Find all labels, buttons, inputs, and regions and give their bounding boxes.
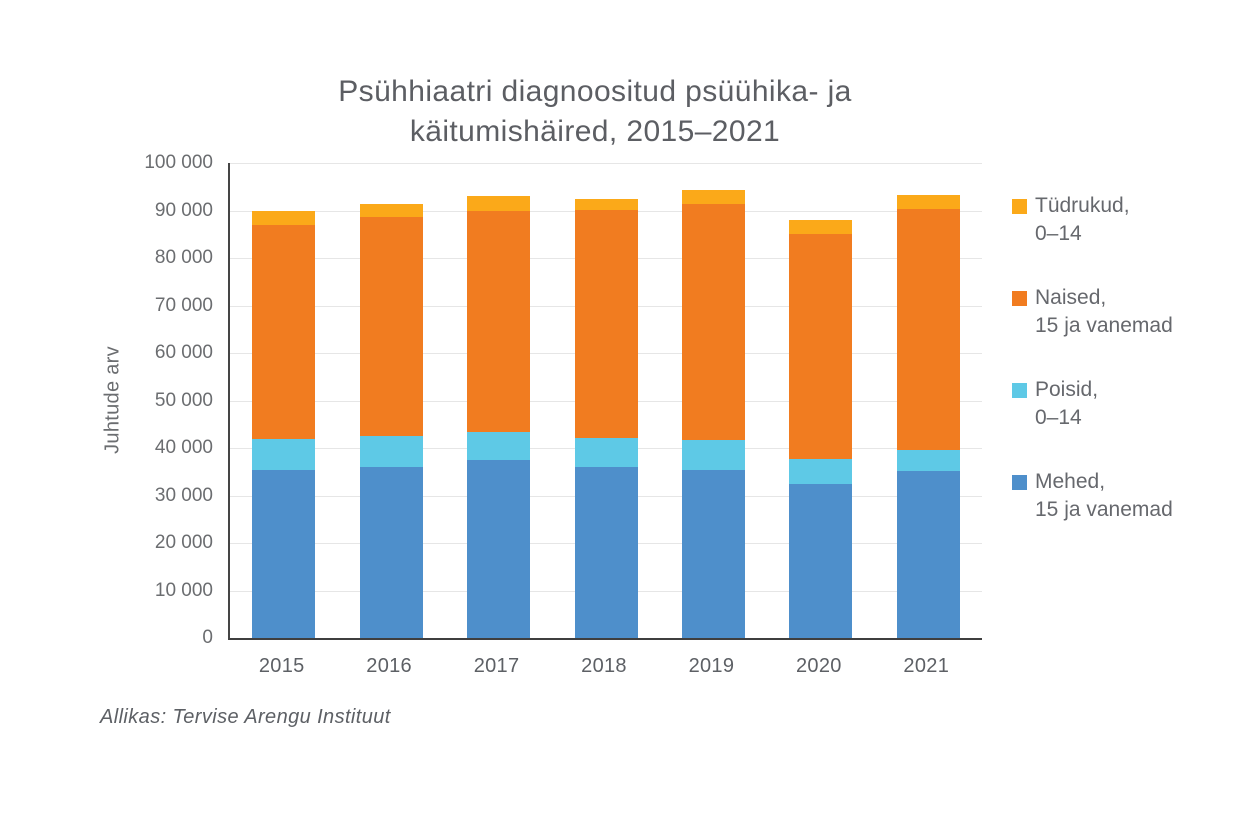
legend-label: Mehed, 15 ja vanemad [1035,470,1173,521]
bar-segment [789,484,853,638]
bar-segment [359,466,423,638]
bar-segment [467,195,531,211]
legend-swatch [1012,383,1027,398]
legend-swatch [1012,199,1027,214]
chart-title: Psühhiaatri diagnoositud psüühika- ja käi… [0,72,1190,152]
bar-segment [896,449,960,471]
bar-segment [681,469,745,638]
chart-title-line2: käitumishäired, 2015–2021 [409,115,781,148]
bar-segment [252,224,316,439]
bar-segment [896,470,960,638]
legend-swatch [1012,291,1027,306]
x-axis-label: 2015 [258,655,305,677]
legend-item: Mehed, 15 ja vanemad [1012,468,1237,524]
bar-segment [574,467,638,638]
x-axis-label: 2016 [366,655,412,677]
x-axis-label: 2020 [795,655,842,677]
legend-swatch [1012,475,1027,490]
bar-segment [359,217,423,437]
source-note: Allikas: Tervise Arengu Instituut [100,706,391,728]
plot-area [228,163,982,640]
y-tick-label: 30 000 [154,484,213,506]
legend-item: Naised, 15 ja vanemad [1012,284,1237,340]
y-tick-label: 70 000 [154,294,213,316]
bar-segment [252,438,316,471]
bar-segment [896,209,960,450]
bar-segment [896,194,960,210]
bar-segment [574,198,638,211]
x-axis-label: 2018 [581,655,627,677]
y-tick-label: 20 000 [154,532,213,553]
bar-segment [789,220,853,235]
bar-segment [359,203,423,218]
legend-label: Tüdrukud, 0–14 [1035,194,1130,245]
y-axis-tick-labels: 0 10 000 20 000 30 000 40 000 50 000 60 000 70 … [100,152,213,648]
y-tick-label: 0 [202,627,213,648]
x-axis-labels: 2015 2016 2017 2018 2019 2020 2021 [0,655,1240,685]
bar-segment [681,189,745,204]
y-tick-label: 90 000 [154,199,213,221]
y-tick-label: 10 000 [154,579,213,601]
bar-segment [467,460,531,638]
y-tick-label: 40 000 [154,437,213,458]
y-tick-label: 100 000 [144,152,213,173]
bar-segment [574,438,638,468]
x-axis-label: 2021 [903,655,950,677]
bar-segment [467,210,531,433]
bar-segment [252,470,316,638]
y-tick-label: 80 000 [154,247,213,268]
legend: Tüdrukud, 0–14 Naised, 15 ja vanemad Poisid,… [1012,192,1237,560]
bar-segment [574,210,638,439]
y-tick-label: 50 000 [154,389,213,411]
legend-item: Tüdrukud, 0–14 [1012,192,1237,248]
x-axis-label: 2017 [473,655,520,677]
bar-segment [681,203,745,441]
chart-title-line1: Psühhiaatri diagnoositud psüühika- ja [338,75,852,108]
bar-segment [789,458,853,485]
legend-label: Poisid, 0–14 [1035,378,1099,429]
bar-segment [252,211,316,225]
bar-segment [467,432,531,461]
legend-label: Naised, 15 ja vanemad [1035,286,1173,337]
bar-segment [359,436,423,467]
bar-segment [681,440,745,470]
y-tick-label: 60 000 [154,342,213,363]
gridline [230,163,982,164]
bar-segment [789,234,853,459]
x-axis-label: 2019 [688,655,735,677]
legend-item: Poisid, 0–14 [1012,376,1237,432]
